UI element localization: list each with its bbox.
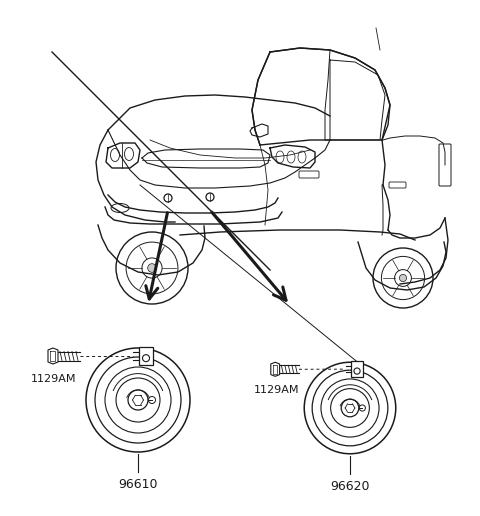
Polygon shape (271, 362, 279, 376)
Text: 1129AM: 1129AM (31, 374, 77, 384)
Text: 1129AM: 1129AM (253, 385, 299, 395)
Circle shape (303, 361, 397, 455)
FancyBboxPatch shape (351, 361, 363, 377)
Circle shape (148, 264, 156, 272)
FancyBboxPatch shape (139, 347, 153, 365)
Text: 96610: 96610 (118, 478, 158, 491)
Circle shape (399, 275, 407, 282)
Text: 96620: 96620 (330, 480, 370, 493)
Polygon shape (48, 348, 58, 364)
Circle shape (85, 347, 191, 453)
